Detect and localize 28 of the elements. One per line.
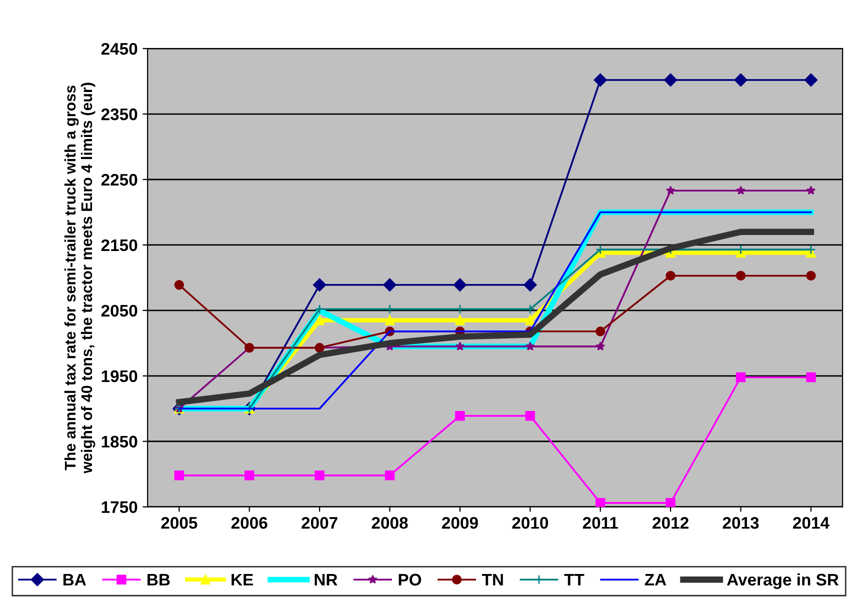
y-tick-label: 2050	[101, 304, 138, 317]
y-tick-label: 2150	[101, 239, 138, 252]
legend-label: TN	[482, 574, 503, 586]
legend-label: ZA	[644, 574, 666, 586]
y-tick-label: 2350	[101, 108, 138, 120]
x-tick-label: 2008	[372, 517, 408, 529]
y-tick-label: 1850	[102, 436, 138, 448]
x-tick-label: 2013	[722, 517, 759, 529]
legend-label: TT	[564, 574, 584, 586]
x-tick-label: 2009	[442, 517, 478, 529]
y-tick-label: 2250	[101, 174, 138, 186]
y-axis-title: The annual tax rate for semi-trailer truck with a gross weight of 40 tons, the tractor meets Euro 4 limits (eur)	[64, 82, 96, 474]
legend-label: Average in SR	[727, 573, 839, 589]
x-tick-label: 2010	[512, 517, 548, 529]
y-tick-label: 2450	[101, 42, 138, 55]
y-tick-label: 1950	[102, 370, 138, 382]
x-tick-label: 2011	[582, 517, 618, 529]
legend-label: BA	[63, 574, 86, 586]
legend-label: BB	[148, 574, 170, 586]
x-tick-label: 2005	[161, 517, 198, 529]
x-tick-label: 2014	[793, 517, 830, 529]
legend-label: NR	[314, 574, 338, 586]
y-tick-label: 1750	[102, 501, 138, 514]
legend-label: PO	[398, 574, 422, 586]
x-tick-label: 2007	[302, 517, 338, 529]
legend-label: KE	[232, 574, 254, 586]
x-tick-label: 2006	[231, 517, 268, 529]
x-tick-label: 2012	[652, 517, 688, 529]
